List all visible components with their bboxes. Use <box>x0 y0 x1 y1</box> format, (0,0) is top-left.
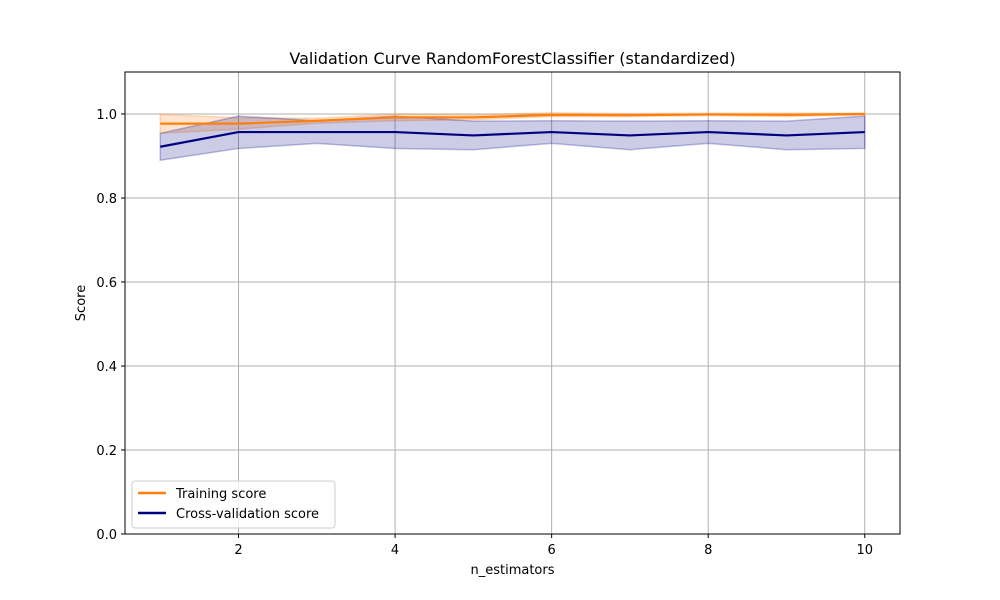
y-tick-label: 0.2 <box>96 444 117 459</box>
cross-validation-score-line <box>160 130 865 148</box>
y-tick-label: 0.0 <box>96 528 117 543</box>
x-tick-label: 4 <box>391 543 399 558</box>
y-tick-label: 0.6 <box>96 276 117 291</box>
training-score-line <box>160 112 865 125</box>
plot-frame <box>124 71 901 535</box>
legend-label-training: Training score <box>175 487 266 502</box>
x-axis-label: n_estimators <box>470 563 554 578</box>
y-tick-label: 1.0 <box>96 108 117 123</box>
legend-label-cross-validation: Cross-validation score <box>176 507 319 522</box>
y-axis-label: Score <box>74 285 89 321</box>
x-tick-label: 10 <box>856 543 873 558</box>
y-tick-label: 0.4 <box>96 360 117 375</box>
x-tick-label: 6 <box>548 543 556 558</box>
score-lines <box>160 112 865 148</box>
y-tick-label: 0.8 <box>96 192 117 207</box>
chart-title: Validation Curve RandomForestClassifier … <box>289 49 735 68</box>
legend: Training score Cross-validation score <box>131 480 336 529</box>
legend-box <box>131 480 336 529</box>
x-tick-label: 8 <box>704 543 712 558</box>
x-axis-ticks: 2 4 6 8 10 <box>234 534 873 558</box>
x-tick-label: 2 <box>234 543 242 558</box>
y-axis-ticks: 0.0 0.2 0.4 0.6 0.8 1.0 <box>96 108 125 543</box>
